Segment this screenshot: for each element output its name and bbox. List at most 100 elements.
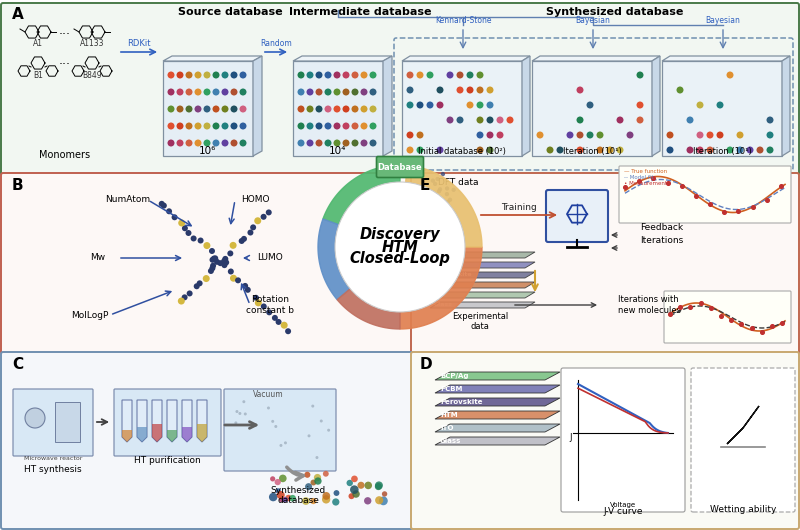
Circle shape xyxy=(342,105,350,112)
Circle shape xyxy=(239,122,246,129)
FancyBboxPatch shape xyxy=(546,190,608,242)
Circle shape xyxy=(325,89,331,95)
Text: B1: B1 xyxy=(33,71,43,80)
Text: -- Model fit: -- Model fit xyxy=(624,175,654,180)
Circle shape xyxy=(230,105,238,112)
Text: Random: Random xyxy=(260,39,292,48)
Circle shape xyxy=(298,72,305,78)
Circle shape xyxy=(304,472,310,478)
Circle shape xyxy=(637,102,643,109)
Circle shape xyxy=(757,146,763,154)
Circle shape xyxy=(194,89,202,95)
Circle shape xyxy=(370,72,377,78)
Circle shape xyxy=(332,498,339,506)
Point xyxy=(647,173,660,182)
FancyBboxPatch shape xyxy=(561,368,685,512)
Circle shape xyxy=(281,322,288,329)
Circle shape xyxy=(358,482,365,489)
Text: BCP/Ag: BCP/Ag xyxy=(434,252,459,258)
Circle shape xyxy=(325,105,331,112)
Circle shape xyxy=(342,72,350,78)
Text: Experimental
data: Experimental data xyxy=(452,312,508,331)
Text: HTM: HTM xyxy=(382,240,418,254)
Polygon shape xyxy=(522,56,530,156)
Circle shape xyxy=(218,260,223,266)
Circle shape xyxy=(597,131,603,138)
Circle shape xyxy=(222,89,229,95)
Circle shape xyxy=(334,105,341,112)
Point xyxy=(774,181,787,190)
Point xyxy=(674,303,686,311)
Circle shape xyxy=(406,131,414,138)
Circle shape xyxy=(242,283,248,289)
Polygon shape xyxy=(253,56,262,156)
Text: NumAtom: NumAtom xyxy=(106,196,150,205)
Circle shape xyxy=(213,139,219,146)
Polygon shape xyxy=(402,56,530,61)
Circle shape xyxy=(186,72,193,78)
Circle shape xyxy=(637,72,643,78)
Point xyxy=(766,322,778,331)
Circle shape xyxy=(448,198,452,202)
Text: LUMO: LUMO xyxy=(257,253,283,262)
Circle shape xyxy=(306,122,314,129)
Circle shape xyxy=(230,139,238,146)
Circle shape xyxy=(586,102,594,109)
Circle shape xyxy=(210,266,215,271)
Point xyxy=(633,177,646,186)
Circle shape xyxy=(477,146,483,154)
Circle shape xyxy=(212,255,218,261)
FancyBboxPatch shape xyxy=(224,389,336,471)
Circle shape xyxy=(210,263,216,269)
Circle shape xyxy=(335,182,465,312)
Polygon shape xyxy=(727,406,759,444)
Circle shape xyxy=(477,72,483,78)
Circle shape xyxy=(275,488,281,493)
Circle shape xyxy=(306,105,314,112)
Text: Voltage: Voltage xyxy=(610,502,636,508)
Text: HOMO: HOMO xyxy=(241,196,270,205)
Circle shape xyxy=(426,102,434,109)
Circle shape xyxy=(466,102,474,109)
Circle shape xyxy=(428,190,433,194)
Circle shape xyxy=(406,72,414,78)
Circle shape xyxy=(577,86,583,93)
Circle shape xyxy=(342,122,350,129)
Circle shape xyxy=(277,491,285,499)
Circle shape xyxy=(167,105,174,112)
Circle shape xyxy=(302,497,310,505)
Circle shape xyxy=(417,72,423,78)
Circle shape xyxy=(351,475,358,482)
Text: RDKit: RDKit xyxy=(127,39,150,48)
Circle shape xyxy=(334,490,339,496)
Circle shape xyxy=(315,456,318,459)
Polygon shape xyxy=(435,424,560,432)
Circle shape xyxy=(213,122,219,129)
Circle shape xyxy=(210,257,215,263)
Circle shape xyxy=(279,497,284,502)
Circle shape xyxy=(421,180,426,184)
FancyBboxPatch shape xyxy=(1,3,799,175)
Polygon shape xyxy=(323,165,400,225)
Text: Glass: Glass xyxy=(440,438,462,444)
Circle shape xyxy=(334,89,341,95)
FancyBboxPatch shape xyxy=(664,291,791,343)
Circle shape xyxy=(223,260,229,266)
Circle shape xyxy=(230,72,238,78)
Point xyxy=(718,207,730,216)
FancyBboxPatch shape xyxy=(619,166,791,223)
Circle shape xyxy=(375,481,383,489)
Circle shape xyxy=(457,72,463,78)
Circle shape xyxy=(737,146,743,154)
Text: J-V curve: J-V curve xyxy=(603,507,642,516)
Circle shape xyxy=(305,483,312,490)
Circle shape xyxy=(186,230,191,236)
Circle shape xyxy=(290,495,296,501)
Circle shape xyxy=(222,139,229,146)
Circle shape xyxy=(417,131,423,138)
Circle shape xyxy=(726,146,734,154)
Circle shape xyxy=(637,117,643,123)
Circle shape xyxy=(477,117,483,123)
Point xyxy=(755,328,768,337)
Text: Glass: Glass xyxy=(434,303,453,307)
